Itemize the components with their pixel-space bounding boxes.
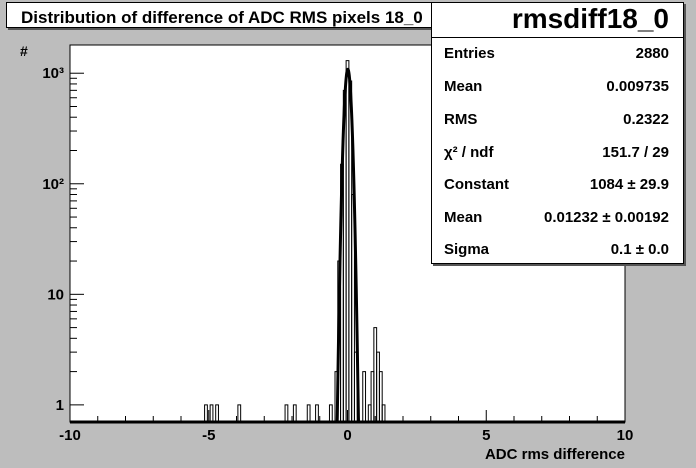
fit-curve bbox=[335, 67, 361, 424]
title-box: Distribution of difference of ADC RMS pi… bbox=[6, 2, 496, 28]
histogram-bar bbox=[284, 404, 289, 422]
x-tick-label: 0 bbox=[343, 427, 351, 444]
stats-value: 0.01232 ± 0.00192 bbox=[543, 209, 669, 226]
x-tick-label: 5 bbox=[482, 427, 490, 444]
stats-label: Entries bbox=[444, 45, 495, 62]
stats-histogram-name: rmsdiff18_0 bbox=[511, 3, 669, 34]
stats-row-rms: RMS 0.2322 bbox=[432, 106, 683, 134]
stats-header: rmsdiff18_0 bbox=[432, 3, 683, 38]
histogram-bar bbox=[215, 404, 219, 422]
histogram-bar bbox=[209, 404, 214, 422]
stats-row-fit-mean: Mean 0.01232 ± 0.00192 bbox=[432, 204, 683, 232]
histogram-bar bbox=[292, 404, 297, 422]
stats-row-chi2: χ² / ndf 151.7 / 29 bbox=[432, 139, 683, 167]
histogram-bar bbox=[328, 404, 333, 422]
axis-layer: -10 -5 0 5 10 1 10 10² 10³ bbox=[42, 65, 633, 444]
plot-layer bbox=[204, 60, 386, 424]
histogram-bar bbox=[362, 371, 367, 422]
histogram-bar bbox=[204, 404, 208, 422]
stats-box: rmsdiff18_0 Entries 2880 Mean 0.009735 R… bbox=[431, 2, 684, 264]
histogram-bar bbox=[306, 404, 311, 422]
y-tick-label: 1 bbox=[56, 397, 64, 414]
stats-row-constant: Constant 1084 ± 29.9 bbox=[432, 171, 683, 199]
stats-label: Constant bbox=[444, 176, 509, 193]
y-axis-label: # bbox=[20, 43, 28, 59]
y-tick-label: 10³ bbox=[42, 65, 64, 82]
stats-label: Sigma bbox=[444, 241, 490, 258]
stats-label: Mean bbox=[444, 209, 483, 226]
y-tick-label: 10 bbox=[47, 286, 64, 303]
histogram-bar bbox=[381, 404, 386, 422]
x-tick-label: -10 bbox=[59, 427, 81, 444]
stats-value: 0.009735 bbox=[606, 78, 669, 95]
stats-row-entries: Entries 2880 bbox=[432, 40, 683, 68]
stats-value: 0.1 ± 0.0 bbox=[610, 241, 669, 258]
y-tick-label: 10² bbox=[42, 176, 64, 193]
x-tick-label: -5 bbox=[202, 427, 215, 444]
stats-value: 1084 ± 29.9 bbox=[589, 176, 669, 193]
histogram-bar bbox=[237, 404, 242, 422]
histogram-bar bbox=[378, 371, 383, 422]
stats-value: 0.2322 bbox=[623, 111, 669, 128]
stats-value: 2880 bbox=[635, 45, 669, 62]
histogram-bar bbox=[315, 404, 319, 422]
x-tick-label: 10 bbox=[617, 427, 634, 444]
chart-title: Distribution of difference of ADC RMS pi… bbox=[21, 8, 423, 27]
stats-value: 151.7 / 29 bbox=[602, 144, 669, 161]
stats-label: RMS bbox=[444, 111, 478, 128]
x-axis-label: ADC rms difference bbox=[485, 446, 625, 463]
stats-label: χ² / ndf bbox=[444, 144, 494, 161]
stats-row-sigma: Sigma 0.1 ± 0.0 bbox=[432, 236, 683, 264]
stats-row-mean: Mean 0.009735 bbox=[432, 73, 683, 101]
stats-label: Mean bbox=[444, 78, 483, 95]
